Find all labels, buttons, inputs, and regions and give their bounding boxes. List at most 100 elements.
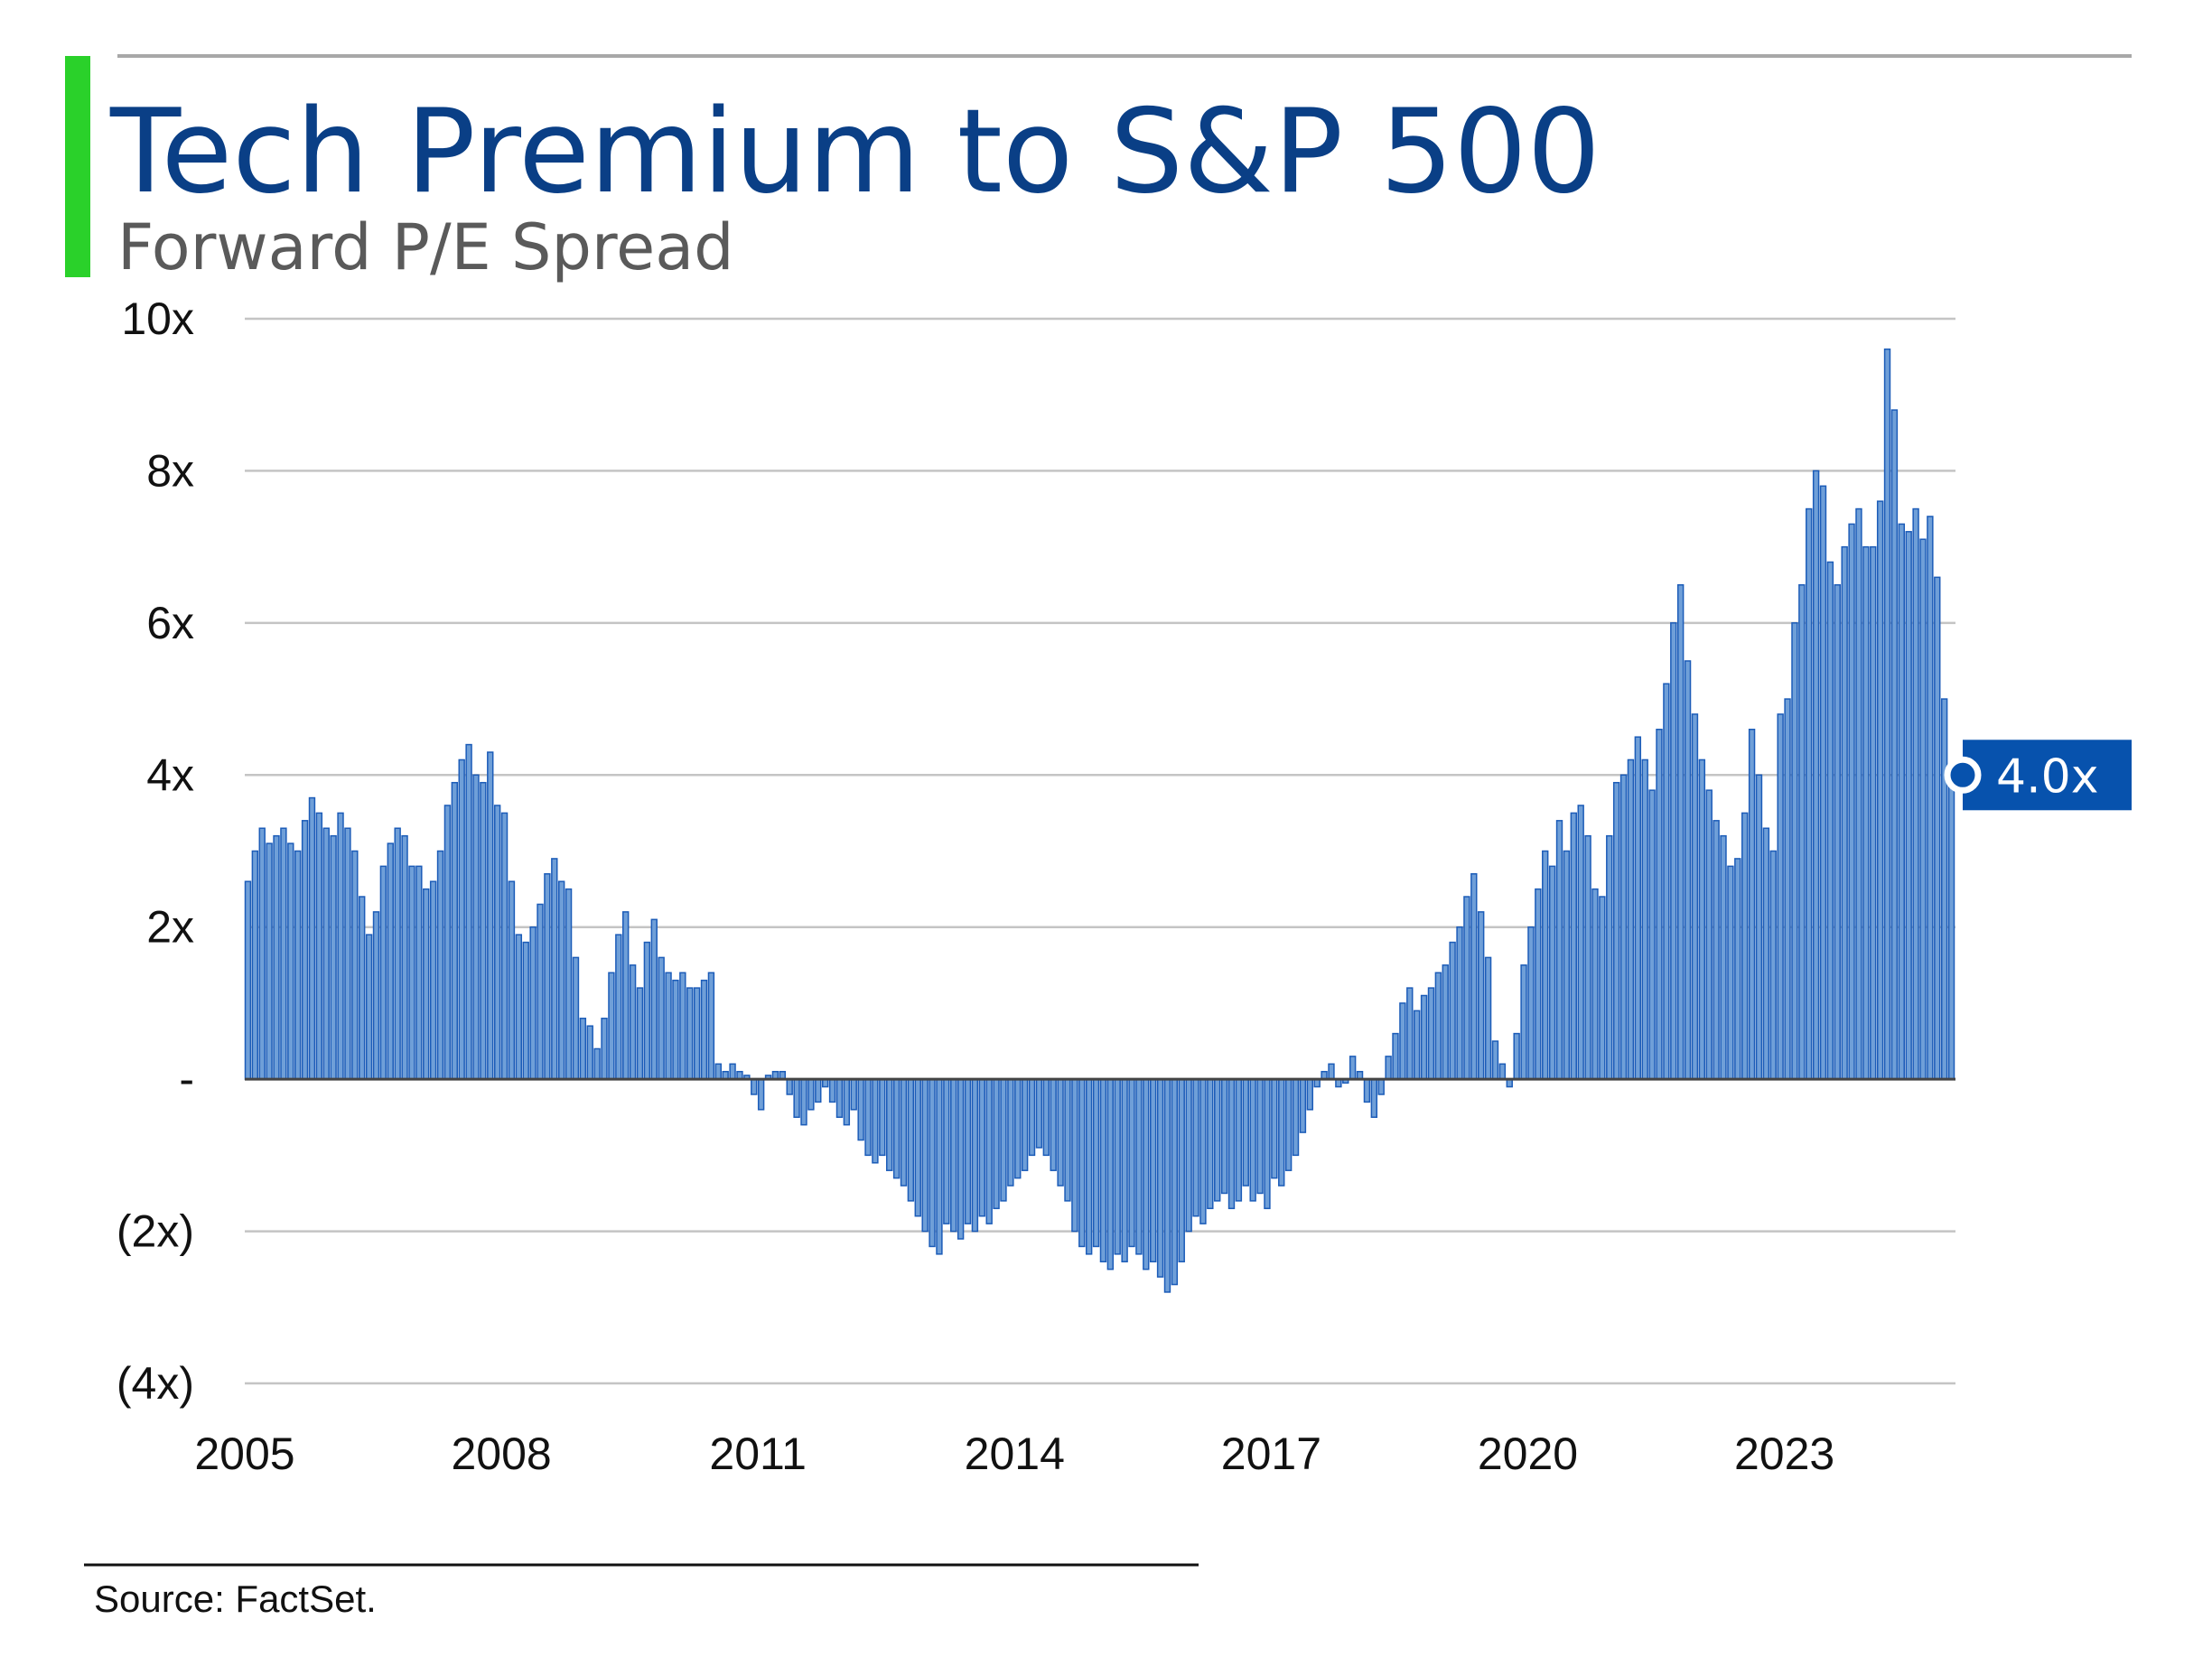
bar [294, 850, 302, 1080]
bar [351, 850, 359, 1080]
bar [586, 1025, 593, 1080]
bar [1007, 1078, 1014, 1187]
bar [251, 850, 259, 1080]
bar [1427, 987, 1435, 1080]
bar [850, 1078, 857, 1111]
bar [1035, 1078, 1043, 1149]
bar [800, 1078, 807, 1126]
bar [714, 1063, 722, 1080]
bar [394, 827, 401, 1080]
x-tick-label: 2005 [194, 1429, 294, 1479]
bar [1555, 820, 1563, 1080]
bar [1185, 1078, 1192, 1233]
y-tick-label: - [179, 1054, 194, 1104]
bar [815, 1078, 822, 1103]
bar [1278, 1078, 1285, 1187]
bar [1798, 584, 1806, 1080]
bar [1812, 470, 1820, 1080]
latest-point-marker [1944, 756, 1982, 794]
bar [322, 827, 330, 1080]
bar [1071, 1078, 1078, 1233]
x-tick-label: 2017 [1221, 1429, 1321, 1479]
bar [1705, 789, 1713, 1080]
bar [379, 865, 387, 1080]
bar [1399, 1002, 1406, 1080]
bar [936, 1078, 943, 1255]
bar [1670, 622, 1677, 1080]
bar [1876, 500, 1884, 1080]
bar [650, 918, 658, 1080]
bar [886, 1078, 893, 1171]
bar [1434, 972, 1442, 1080]
bar [828, 1078, 836, 1103]
bar [1227, 1078, 1236, 1210]
bar [1698, 759, 1706, 1080]
bar [451, 781, 459, 1080]
bar [337, 812, 344, 1080]
accent-bar [65, 56, 90, 277]
bar [1762, 827, 1770, 1080]
bar [1870, 545, 1877, 1080]
bar [1114, 1078, 1121, 1255]
bar [273, 834, 280, 1080]
latest-value-callout: 4.0x [1944, 740, 2132, 811]
bar [572, 956, 580, 1080]
bar [1862, 545, 1870, 1080]
bar [672, 979, 679, 1080]
bar [1934, 576, 1941, 1080]
x-axis-labels: 2005 2008 2011 2014 2017 2020 2023 [194, 1429, 1834, 1479]
bar [1606, 834, 1613, 1080]
bar [522, 941, 529, 1080]
bar [1577, 805, 1584, 1080]
bar [472, 774, 480, 1080]
bar [1014, 1078, 1022, 1179]
source-note: Source: FactSet. [94, 1578, 377, 1620]
bar [1769, 850, 1777, 1080]
bar [1050, 1078, 1057, 1171]
x-tick-label: 2020 [1478, 1429, 1578, 1479]
bar [1078, 1078, 1086, 1248]
bar [1028, 1078, 1036, 1157]
bar [1806, 507, 1813, 1080]
bar [359, 896, 366, 1080]
bar [615, 934, 622, 1080]
x-tick-label: 2023 [1734, 1429, 1834, 1479]
bar [1542, 850, 1549, 1080]
bar [693, 987, 701, 1080]
bar [1085, 1078, 1093, 1255]
bar [1713, 820, 1720, 1080]
bar [1271, 1078, 1278, 1179]
bar [1106, 1078, 1115, 1270]
bar [315, 812, 323, 1080]
bar [1883, 348, 1891, 1080]
bar [372, 911, 380, 1080]
bar [1599, 896, 1606, 1080]
bar [308, 796, 316, 1080]
bar [1819, 485, 1827, 1080]
bar [835, 1078, 844, 1118]
bar [914, 1078, 921, 1217]
bar [387, 842, 394, 1080]
bar [707, 972, 715, 1080]
bar [515, 934, 523, 1080]
bar [1242, 1078, 1249, 1187]
bar [1535, 888, 1542, 1080]
bar [879, 1078, 886, 1157]
bar [793, 1078, 800, 1118]
bar [872, 1078, 879, 1164]
y-axis-labels: 10x 8x 6x 4x 2x - (2x) (4x) [117, 293, 194, 1409]
bar [636, 987, 644, 1080]
bar [864, 1078, 872, 1157]
bar [529, 926, 537, 1080]
bar [1570, 812, 1577, 1080]
bar [408, 865, 415, 1080]
bar [1584, 834, 1591, 1080]
bar [1149, 1078, 1157, 1263]
bar [1848, 523, 1855, 1080]
bar [401, 834, 408, 1080]
bar [1135, 1078, 1143, 1255]
bar [1121, 1078, 1128, 1263]
bar [1306, 1078, 1313, 1111]
bar [900, 1078, 908, 1187]
bar [1634, 736, 1642, 1080]
